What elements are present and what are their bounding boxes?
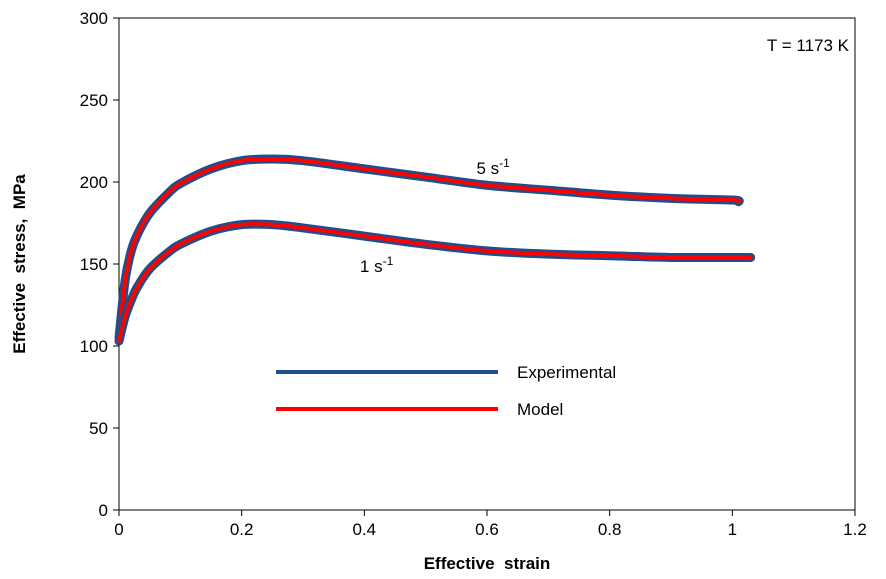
y-tick-label: 300 — [80, 9, 108, 28]
x-tick-label: 0.4 — [353, 520, 377, 539]
series-model-5-s-1-line — [117, 157, 742, 340]
y-tick-label: 200 — [80, 173, 108, 192]
x-tick-label: 0.2 — [230, 520, 254, 539]
y-tick-label: 100 — [80, 337, 108, 356]
x-tick-label: 1.2 — [843, 520, 867, 539]
y-tick-label: 150 — [80, 255, 108, 274]
plot-area — [118, 17, 856, 511]
annotation-temperature: T = 1173 K — [767, 36, 850, 55]
curve-label-5-sup: -1 — [499, 156, 510, 170]
series-model-1-s-1-line — [117, 222, 753, 344]
y-tick-label: 50 — [89, 419, 108, 438]
x-tick-label: 1 — [728, 520, 737, 539]
legend-label-model: Model — [517, 400, 563, 419]
y-tick-label: 0 — [99, 501, 108, 520]
x-tick-label: 0.8 — [598, 520, 622, 539]
y-tick-label: 250 — [80, 91, 108, 110]
curve-label-1: 1 s-1 — [360, 254, 394, 276]
series-layer — [114, 154, 756, 346]
curve-label-1-text: 1 s — [360, 257, 383, 276]
x-axis-title: Effective strain — [424, 554, 551, 573]
x-tick-label: 0 — [114, 520, 123, 539]
curve-label-1-sup: -1 — [383, 254, 394, 268]
curve-label-5-text: 5 s — [476, 159, 499, 178]
legend: Experimental Model — [276, 363, 616, 419]
legend-label-experimental: Experimental — [517, 363, 616, 382]
curve-label-5: 5 s-1 — [476, 156, 510, 178]
y-axis-title: Effective stress, MPa — [10, 174, 29, 354]
axis-ticks: 0 0.2 0.4 0.6 0.8 1 1.2 0 50 100 150 200 250 300 — [80, 9, 867, 539]
x-tick-label: 0.6 — [475, 520, 499, 539]
